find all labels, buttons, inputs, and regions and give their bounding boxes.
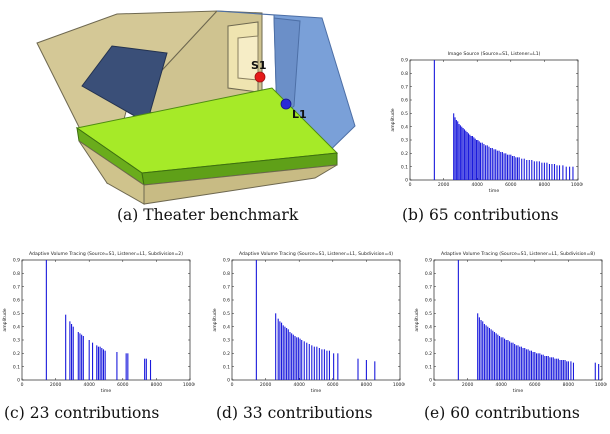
y-tick-label: 0.8: [401, 71, 408, 77]
chart-title: Adaptive Volume Tracing (Source=S1, List…: [441, 251, 595, 257]
y-tick-label: 0.9: [223, 258, 230, 264]
y-tick-label: 0.9: [425, 258, 432, 264]
x-tick-label: 4000: [83, 382, 95, 388]
x-tick-label: 8000: [563, 382, 575, 388]
y-tick-label: 0.8: [13, 271, 20, 277]
caption-a: (a) Theater benchmark: [117, 206, 299, 224]
x-tick-label: 10000: [393, 382, 405, 388]
caption-d: (d) 33 contributions: [216, 404, 373, 422]
y-tick-label: 0.3: [13, 338, 20, 344]
y-tick-label: 0.8: [425, 271, 432, 277]
x-tick-label: 2000: [462, 382, 474, 388]
x-tick-label: 6000: [117, 382, 129, 388]
front-side-wall: [143, 164, 338, 205]
caption-c: (c) 23 contributions: [4, 404, 160, 422]
y-tick-label: 0.3: [425, 338, 432, 344]
x-tick-label: 6000: [529, 382, 541, 388]
y-tick-label: 0.5: [425, 311, 432, 317]
plot-frame: [231, 259, 401, 381]
y-tick-label: 0: [405, 178, 408, 184]
x-tick-label: 6000: [505, 182, 517, 188]
y-tick-label: 0.3: [223, 338, 230, 344]
y-tick-label: 0.2: [13, 351, 20, 357]
y-tick-label: 0.5: [401, 111, 408, 117]
stage-back: [237, 35, 259, 81]
chart-subdivision-2: Adaptive Volume Tracing (Source=S1, List…: [2, 251, 195, 394]
y-tick-label: 0.1: [425, 364, 432, 370]
x-tick-label: 8000: [539, 182, 551, 188]
y-tick-label: 0.7: [13, 284, 20, 290]
y-tick-label: 0.7: [223, 284, 230, 290]
y-tick-label: 0.9: [13, 258, 20, 264]
y-tick-label: 0.5: [223, 311, 230, 317]
caption-b: (b) 65 contributions: [402, 206, 559, 224]
y-axis-label: amplitude: [390, 108, 396, 131]
x-tick-label: 2000: [438, 182, 450, 188]
x-tick-label: 10000: [595, 382, 607, 388]
chart-title: Adaptive Volume Tracing (Source=S1, List…: [239, 251, 393, 257]
caption-e: (e) 60 contributions: [424, 404, 580, 422]
y-tick-label: 0.2: [425, 351, 432, 357]
x-tick-label: 4000: [293, 382, 305, 388]
y-tick-label: 0.1: [13, 364, 20, 370]
x-axis-label: time: [513, 388, 524, 394]
x-tick-label: 8000: [361, 382, 373, 388]
listener-marker: [280, 98, 292, 110]
y-tick-label: 0: [227, 378, 230, 384]
x-tick-label: 0: [409, 182, 412, 188]
x-axis-label: time: [489, 188, 500, 194]
chart-image-source: Image Source (Source=S1, Listener=L1) 0 0.…: [390, 51, 583, 194]
y-tick-label: 0.4: [425, 324, 432, 330]
x-tick-label: 2000: [260, 382, 272, 388]
blue-wall-inner: [273, 17, 301, 122]
x-tick-label: 0: [433, 382, 436, 388]
source-marker: [254, 71, 266, 83]
chart-title: Adaptive Volume Tracing (Source=S1, List…: [29, 251, 183, 257]
x-tick-label: 6000: [327, 382, 339, 388]
y-tick-label: 0.9: [401, 58, 408, 64]
x-tick-label: 4000: [495, 382, 507, 388]
y-tick-label: 0.5: [13, 311, 20, 317]
chart-subdivision-8: Adaptive Volume Tracing (Source=S1, List…: [414, 251, 607, 394]
y-tick-label: 0.6: [13, 298, 20, 304]
source-label: S1: [251, 59, 267, 72]
reflector-panel: [81, 45, 168, 124]
x-tick-label: 10000: [571, 182, 583, 188]
y-tick-label: 0: [17, 378, 20, 384]
y-tick-label: 0.4: [223, 324, 230, 330]
listener-label: L1: [292, 108, 307, 121]
x-tick-label: 2000: [50, 382, 62, 388]
x-tick-label: 0: [231, 382, 234, 388]
y-tick-label: 0: [429, 378, 432, 384]
x-axis-label: time: [101, 388, 112, 394]
theater-render: S1 L1: [36, 10, 356, 205]
y-tick-label: 0.7: [401, 84, 408, 90]
chart-subdivision-4: Adaptive Volume Tracing (Source=S1, List…: [212, 251, 405, 394]
y-tick-label: 0.8: [223, 271, 230, 277]
y-axis-label: amplitude: [212, 308, 218, 331]
x-tick-label: 4000: [471, 182, 483, 188]
y-tick-label: 0.1: [401, 164, 408, 170]
y-tick-label: 0.7: [425, 284, 432, 290]
y-tick-label: 0.6: [425, 298, 432, 304]
y-axis-label: amplitude: [414, 308, 420, 331]
x-tick-label: 0: [21, 382, 24, 388]
x-axis-label: time: [311, 388, 322, 394]
y-tick-label: 0.4: [13, 324, 20, 330]
x-tick-label: 8000: [151, 382, 163, 388]
y-tick-label: 0.3: [401, 138, 408, 144]
chart-title: Image Source (Source=S1, Listener=L1): [448, 51, 541, 57]
y-tick-label: 0.1: [223, 364, 230, 370]
x-tick-label: 10000: [183, 382, 195, 388]
y-tick-label: 0.6: [401, 98, 408, 104]
y-tick-label: 0.4: [401, 124, 408, 130]
y-tick-label: 0.6: [223, 298, 230, 304]
y-axis-label: amplitude: [2, 308, 8, 331]
y-tick-label: 0.2: [401, 151, 408, 157]
y-tick-label: 0.2: [223, 351, 230, 357]
plot-frame: [21, 259, 191, 381]
